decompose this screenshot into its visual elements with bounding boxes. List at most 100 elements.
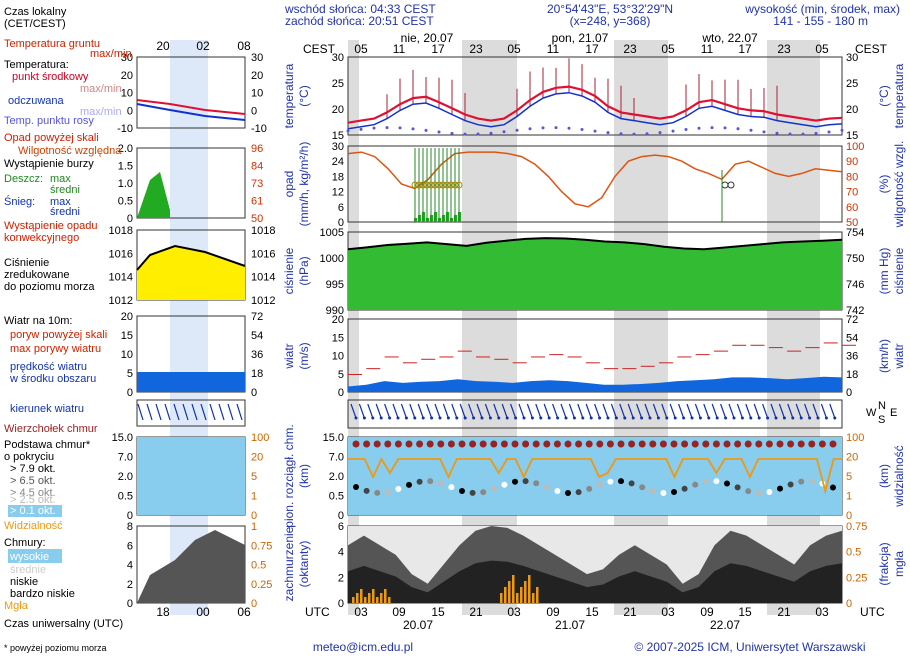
fog-bar — [524, 581, 527, 603]
cloud-top-dot — [638, 440, 646, 448]
legend-text: (CET/CEST) — [4, 18, 66, 30]
wind-arrow-head — [816, 416, 820, 420]
dew-point-dot — [463, 132, 467, 136]
dew-point-dot — [359, 127, 363, 131]
tick-label: 36 — [251, 349, 263, 361]
storm-marker — [435, 181, 443, 189]
wind-arrow-head — [698, 416, 702, 420]
tick-label: 1.5 — [118, 161, 133, 173]
compass-label: E — [890, 407, 897, 419]
dew-point-dot — [788, 132, 792, 136]
wind-arrow-head — [589, 416, 593, 420]
cloud-base-dot — [459, 487, 465, 494]
cloud-top-dot — [405, 440, 413, 448]
sunset-text: zachód słońca: 20:51 CEST — [285, 14, 434, 28]
wind-arrow — [543, 403, 550, 419]
dew-point-dot — [736, 127, 740, 131]
axis-label: ciśnienie — [282, 247, 296, 294]
cloud-base-dot — [448, 484, 455, 491]
dew-point-dot — [645, 132, 649, 136]
hour-label: 09 — [700, 605, 714, 619]
tick-label: 10 — [332, 351, 344, 363]
wind-arrow-head — [673, 416, 677, 420]
wind-arrow — [829, 403, 836, 419]
hour-label: 09 — [546, 605, 560, 619]
tick-label: 20 — [846, 452, 858, 464]
dew-point-dot — [723, 126, 727, 130]
wind-arrow-head — [547, 416, 551, 420]
fog-bar — [508, 581, 511, 603]
cloud-base-dot — [427, 478, 434, 485]
wind-arrow — [459, 403, 466, 419]
legend-text: max — [50, 173, 71, 185]
cloud-base-dot — [395, 486, 402, 493]
hour-label: 03 — [661, 605, 675, 619]
mini-wind-arrow — [209, 403, 216, 421]
tick-label: 1014 — [251, 272, 275, 284]
hour-label: 20 — [156, 39, 170, 53]
wind-arrow — [375, 403, 382, 419]
storm-marker — [431, 181, 439, 189]
cloud-base-dot — [628, 480, 635, 487]
tick-label: 0 — [338, 598, 344, 610]
wind-arrow — [770, 403, 777, 419]
dew-point-dot — [567, 126, 571, 130]
cloud-base-dot — [469, 489, 476, 496]
cloud-base-dot — [639, 484, 646, 491]
axis-label: (m/s) — [297, 342, 311, 369]
axis-label: wiatr — [892, 343, 906, 369]
tick-label: 995 — [326, 279, 344, 291]
legend-text: max porywy wiatru — [10, 343, 101, 355]
cloud-top-dot — [691, 440, 699, 448]
wind-arrow-head — [782, 416, 786, 420]
tick-label: 0 — [251, 387, 257, 399]
fog-bar — [384, 589, 387, 603]
tick-label: 0.5 — [118, 491, 133, 503]
hour-label: 17 — [585, 42, 599, 56]
tick-label: -10 — [251, 123, 267, 135]
storm-marker — [419, 181, 427, 189]
wind-arrow-head — [388, 416, 392, 420]
wind-arrow-head — [514, 416, 518, 420]
wind-arrow-head — [631, 416, 635, 420]
axis-label: wilgotność wzgl. — [892, 141, 906, 229]
wind-arrow-head — [648, 416, 652, 420]
legend-text: > 2.5 okt. — [10, 494, 56, 506]
wind-arrow-head — [707, 416, 711, 420]
hour-label: 03 — [815, 605, 829, 619]
wind-arrow — [728, 403, 735, 419]
cloud-base-dot — [830, 484, 836, 491]
dew-point-dot — [697, 126, 701, 130]
tick-label: 72 — [846, 314, 858, 326]
cloud-base-dot — [808, 478, 815, 485]
wind-arrow — [468, 403, 475, 419]
mini-wind-arrow — [155, 403, 162, 421]
axis-label: temperatura — [282, 63, 296, 128]
legend-frame-t — [136, 56, 246, 129]
legend-text: kierunek wiatru — [10, 403, 84, 415]
tick-label: 6 — [127, 540, 133, 552]
cloud-base-dot — [490, 485, 497, 492]
wind-arrow — [585, 403, 592, 419]
legend-text: max/min — [80, 106, 122, 118]
mini-pressure-line — [136, 244, 246, 271]
cloud-top-dot — [426, 440, 434, 448]
wind-arrow-head — [413, 416, 417, 420]
wind-arrow — [686, 403, 693, 419]
legend-text: wysokie — [9, 551, 49, 563]
cloud-top-dot — [628, 440, 636, 448]
hour-label: 08 — [237, 39, 251, 53]
storm-marker — [447, 181, 455, 189]
tick-label: 60 — [846, 202, 858, 214]
cloud-top-dot — [511, 440, 519, 448]
wind-arrow — [417, 403, 424, 419]
wind-arrow-head — [446, 416, 450, 420]
wind-arrow-head — [430, 416, 434, 420]
tick-label: 100 — [251, 432, 269, 444]
cloud-base-dot — [501, 481, 508, 488]
hour-label: 21 — [623, 605, 637, 619]
wind-arrow — [804, 403, 811, 419]
dew-point-dot — [606, 131, 610, 135]
axis-label: mgła — [892, 551, 906, 577]
